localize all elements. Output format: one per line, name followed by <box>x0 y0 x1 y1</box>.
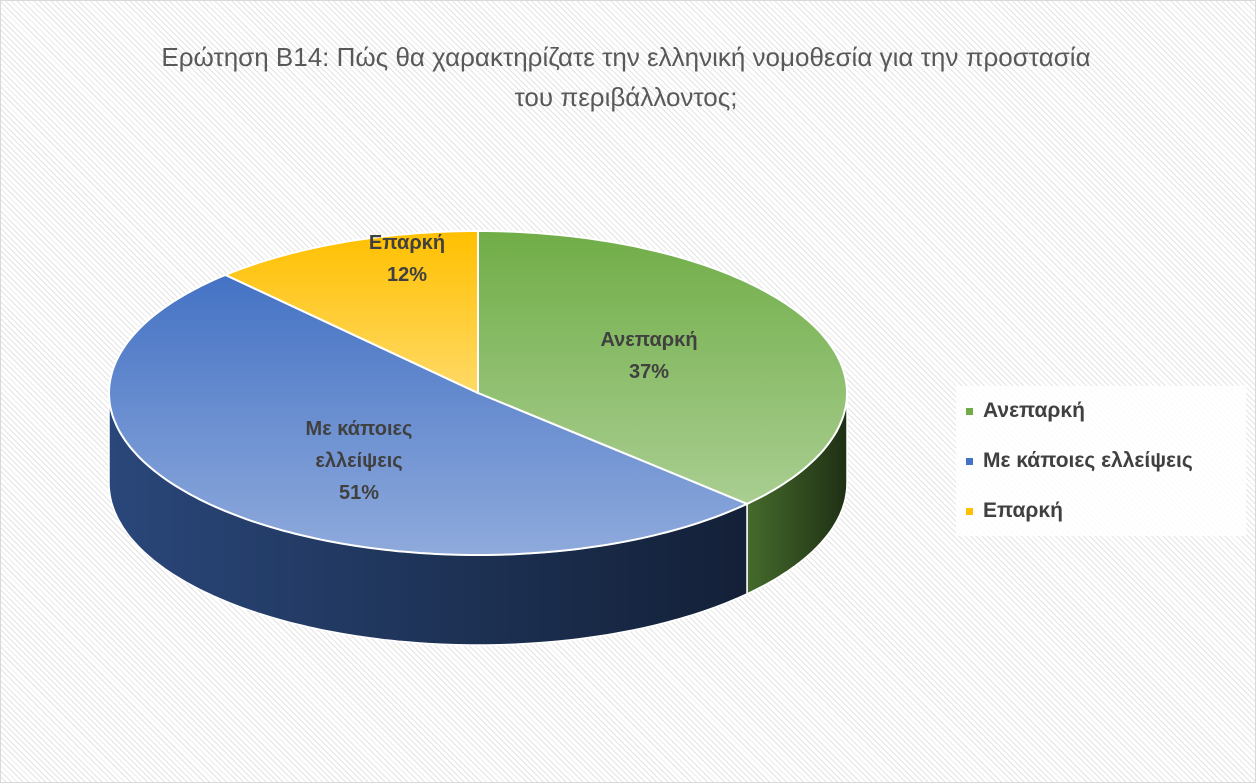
legend-swatch <box>966 407 973 415</box>
data-label: Με κάποιες ελλείψεις 51% <box>284 413 434 509</box>
legend-entry: Επαρκή <box>956 486 1246 536</box>
legend-swatch <box>966 457 973 465</box>
data-label: Επαρκή 12% <box>322 227 492 291</box>
legend-label: Επαρκή <box>983 499 1063 522</box>
pie-slice <box>222 230 479 395</box>
pie-slice <box>477 230 849 505</box>
legend-entry: Ανεπαρκή <box>956 386 1246 436</box>
data-label-value: 37% <box>628 361 670 383</box>
data-label-value: 51% <box>338 482 380 504</box>
legend-label: Ανεπαρκή <box>983 399 1085 422</box>
pie-slice <box>107 273 750 556</box>
legend-entry: Με κάποιες ελλείψεις <box>956 436 1246 486</box>
legend-label: Με κάποιες ελλείψεις <box>983 449 1193 472</box>
data-label-value: 12% <box>386 264 428 286</box>
data-label: Ανεπαρκή 37% <box>564 324 734 388</box>
data-label-name: Επαρκή <box>368 232 446 254</box>
data-label-name: Με κάποιες ελλείψεις <box>305 418 413 472</box>
legend: Ανεπαρκή Με κάποιες ελλείψεις Επαρκή <box>956 386 1246 536</box>
legend-swatch <box>966 507 973 515</box>
data-label-name: Ανεπαρκή <box>600 329 698 351</box>
chart-title: Ερώτηση Β14: Πώς θα χαρακτηρίζατε την ελ… <box>161 42 1091 112</box>
